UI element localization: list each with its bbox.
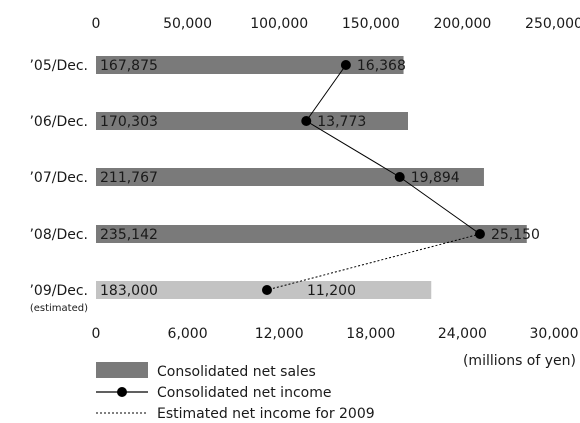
sales-bar bbox=[96, 56, 404, 74]
income-value-label: 13,773 bbox=[317, 114, 366, 130]
income-point bbox=[261, 285, 272, 295]
income-value-label: 25,150 bbox=[491, 227, 540, 243]
sales-axis-tick: 50,000 bbox=[163, 16, 212, 32]
income-point bbox=[340, 60, 351, 70]
sales-value-label: 183,000 bbox=[100, 283, 158, 299]
legend-income-marker bbox=[117, 387, 127, 397]
unit-label: (millions of yen) bbox=[463, 353, 576, 369]
sales-value-label: 211,767 bbox=[100, 170, 158, 186]
sales-axis-tick: 250,000 bbox=[525, 16, 580, 32]
legend-sales-label: Consolidated net sales bbox=[157, 364, 316, 380]
income-line-segment bbox=[305, 64, 347, 122]
income-value-label: 11,200 bbox=[307, 283, 356, 299]
sales-value-label: 167,875 bbox=[100, 58, 158, 74]
category-label: ’09/Dec. bbox=[29, 283, 88, 299]
income-axis-tick: 18,000 bbox=[346, 326, 395, 342]
income-axis-tick: 12,000 bbox=[255, 326, 304, 342]
sales-value-label: 170,303 bbox=[100, 114, 158, 130]
income-axis-tick: 24,000 bbox=[438, 326, 487, 342]
income-line-estimated bbox=[266, 233, 481, 291]
legend-sales-swatch bbox=[96, 362, 148, 378]
sales-value-label: 235,142 bbox=[100, 227, 158, 243]
income-line-segment bbox=[399, 176, 481, 235]
category-note: (estimated) bbox=[30, 303, 88, 314]
category-label: ’08/Dec. bbox=[29, 227, 88, 243]
sales-axis-tick: 150,000 bbox=[342, 16, 400, 32]
income-point bbox=[394, 172, 405, 182]
category-label: ’05/Dec. bbox=[29, 58, 88, 74]
income-axis-tick: 6,000 bbox=[168, 326, 208, 342]
sales-bar bbox=[96, 168, 484, 186]
income-value-label: 19,894 bbox=[411, 170, 460, 186]
sales-axis-tick: 200,000 bbox=[433, 16, 491, 32]
category-label: ’07/Dec. bbox=[29, 170, 88, 186]
income-line-segment bbox=[306, 120, 400, 178]
income-axis-tick: 0 bbox=[92, 326, 101, 342]
income-value-label: 16,368 bbox=[357, 58, 406, 74]
sales-axis-tick: 100,000 bbox=[250, 16, 308, 32]
income-axis-tick: 30,000 bbox=[530, 326, 579, 342]
sales-bar bbox=[96, 112, 408, 130]
sales-bar bbox=[96, 225, 527, 243]
legend: Consolidated net sales Consolidated net … bbox=[96, 362, 375, 422]
legend-estimated-label: Estimated net income for 2009 bbox=[157, 406, 375, 422]
income-point bbox=[474, 229, 485, 239]
category-label: ’06/Dec. bbox=[29, 114, 88, 130]
legend-income-label: Consolidated net income bbox=[157, 385, 331, 401]
sales-axis-tick: 0 bbox=[92, 16, 101, 32]
income-point bbox=[301, 116, 312, 126]
